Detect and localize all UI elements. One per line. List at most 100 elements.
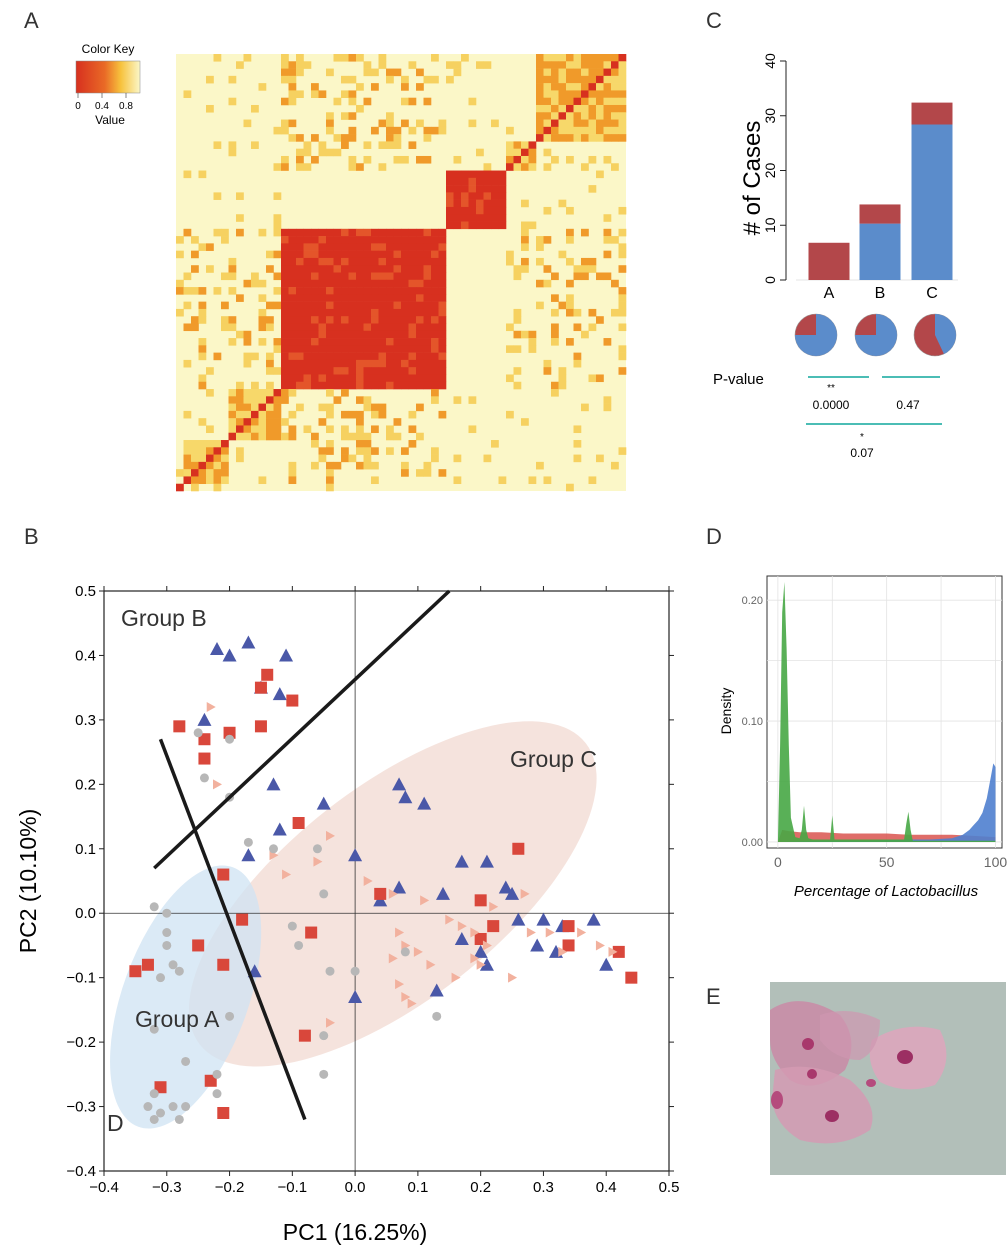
heatmap-cell bbox=[333, 461, 342, 470]
heatmap-cell bbox=[176, 287, 184, 295]
heatmap-cell bbox=[401, 119, 409, 128]
data-point-triangle-right bbox=[558, 946, 568, 957]
heatmap-cell bbox=[191, 250, 199, 259]
heatmap-cell bbox=[476, 177, 484, 186]
heatmap-cell bbox=[348, 126, 357, 135]
heatmap-cell bbox=[341, 374, 349, 383]
heatmap-cell bbox=[356, 352, 364, 361]
heatmap-cell bbox=[581, 75, 589, 84]
heatmap-cell bbox=[566, 126, 574, 135]
heatmap-cell bbox=[348, 155, 357, 164]
heatmap-cell bbox=[393, 352, 402, 361]
heatmap-cell bbox=[401, 359, 409, 368]
heatmap-cell bbox=[386, 330, 394, 339]
heatmap-cell bbox=[303, 272, 312, 281]
density-frame bbox=[766, 575, 1003, 849]
heatmap-cell bbox=[468, 396, 477, 404]
heatmap-cell bbox=[251, 389, 259, 397]
heatmap-cell bbox=[348, 359, 357, 368]
data-point-triangle bbox=[530, 938, 545, 952]
heatmap-cell bbox=[596, 170, 604, 179]
heatmap-cell bbox=[356, 301, 364, 310]
heatmap-cell bbox=[251, 418, 259, 426]
heatmap-cell bbox=[378, 323, 387, 332]
heatmap-cell bbox=[408, 425, 417, 434]
heatmap-cell bbox=[251, 410, 259, 419]
data-point-circle bbox=[162, 928, 172, 938]
heatmap-cell bbox=[386, 287, 394, 295]
heatmap-cell bbox=[183, 272, 192, 281]
heatmap-cell bbox=[551, 294, 559, 302]
heatmap-cell bbox=[371, 359, 379, 368]
heatmap-cell bbox=[191, 440, 199, 448]
heatmap-cell bbox=[438, 272, 447, 281]
data-point-square bbox=[217, 958, 230, 971]
heatmap-cell bbox=[611, 75, 619, 84]
heatmap-cell bbox=[536, 112, 544, 120]
heatmap-cell bbox=[311, 228, 319, 237]
heatmap-cell bbox=[288, 432, 297, 441]
heatmap-cell bbox=[198, 301, 207, 310]
heatmap-cell bbox=[183, 228, 192, 237]
heatmap-cell bbox=[386, 367, 394, 375]
heatmap-cell bbox=[498, 170, 507, 179]
heatmap-cell bbox=[326, 243, 334, 251]
data-point-triangle bbox=[222, 648, 237, 662]
data-point-triangle bbox=[272, 687, 287, 701]
heatmap-cell bbox=[543, 112, 552, 120]
heatmap-cell bbox=[266, 250, 274, 259]
heatmap-cell bbox=[326, 236, 334, 244]
heatmap-cell bbox=[311, 243, 319, 251]
heatmap-cell bbox=[611, 119, 619, 128]
heatmap-cell bbox=[348, 279, 357, 288]
heatmap-cell bbox=[333, 316, 342, 324]
heatmap-cell bbox=[438, 367, 447, 375]
heatmap-cell bbox=[551, 61, 559, 69]
heatmap-cell bbox=[243, 279, 252, 288]
x-tick-label: −0.4 bbox=[89, 1179, 119, 1196]
heatmap-cell bbox=[281, 323, 289, 332]
heatmap-cell bbox=[461, 185, 469, 193]
heatmap-cell bbox=[333, 308, 342, 317]
heatmap-cell bbox=[431, 367, 439, 375]
heatmap-cell bbox=[378, 345, 387, 353]
heatmap-cell bbox=[326, 279, 334, 288]
x-tick-label: 100 bbox=[984, 854, 1008, 870]
heatmap-cell bbox=[221, 440, 229, 448]
heatmap-cell bbox=[266, 323, 274, 332]
data-point-triangle bbox=[316, 796, 331, 810]
heatmap-cell bbox=[453, 221, 462, 230]
heatmap-cell bbox=[198, 316, 207, 324]
x-axis-label: Percentage of Lactobacillus bbox=[794, 883, 979, 900]
heatmap-cell bbox=[303, 374, 312, 383]
heatmap-cell bbox=[386, 243, 394, 251]
heatmap-cell bbox=[453, 396, 462, 404]
heatmap-cell bbox=[476, 185, 484, 193]
heatmap-cell bbox=[221, 236, 229, 244]
y-tick-label: 0.3 bbox=[75, 712, 96, 729]
heatmap-cell bbox=[228, 272, 237, 281]
heatmap-cell bbox=[183, 90, 192, 98]
heatmap-cell bbox=[341, 447, 349, 455]
data-point-square bbox=[198, 752, 211, 765]
heatmap-cell bbox=[281, 308, 289, 317]
heatmap-cell bbox=[326, 294, 334, 302]
heatmap-cell bbox=[303, 359, 312, 368]
data-point-circle bbox=[149, 1114, 159, 1124]
heatmap-cell bbox=[446, 61, 454, 69]
heatmap-cell bbox=[618, 287, 627, 295]
data-point-circle bbox=[287, 921, 297, 931]
heatmap-cell bbox=[258, 389, 267, 397]
heatmap-cell bbox=[378, 272, 387, 281]
heatmap-cell bbox=[611, 236, 619, 244]
heatmap-cell bbox=[498, 221, 507, 230]
heatmap-cell bbox=[408, 301, 417, 310]
heatmap-cell bbox=[573, 454, 582, 463]
heatmap-cell bbox=[416, 279, 424, 288]
heatmap-cell bbox=[288, 279, 297, 288]
heatmap-cell bbox=[453, 177, 462, 186]
heatmap-cell bbox=[573, 119, 582, 128]
heatmap-cell bbox=[198, 469, 207, 477]
comparison-value-ab: 0.0000 bbox=[813, 398, 850, 412]
heatmap-cell bbox=[371, 126, 379, 135]
